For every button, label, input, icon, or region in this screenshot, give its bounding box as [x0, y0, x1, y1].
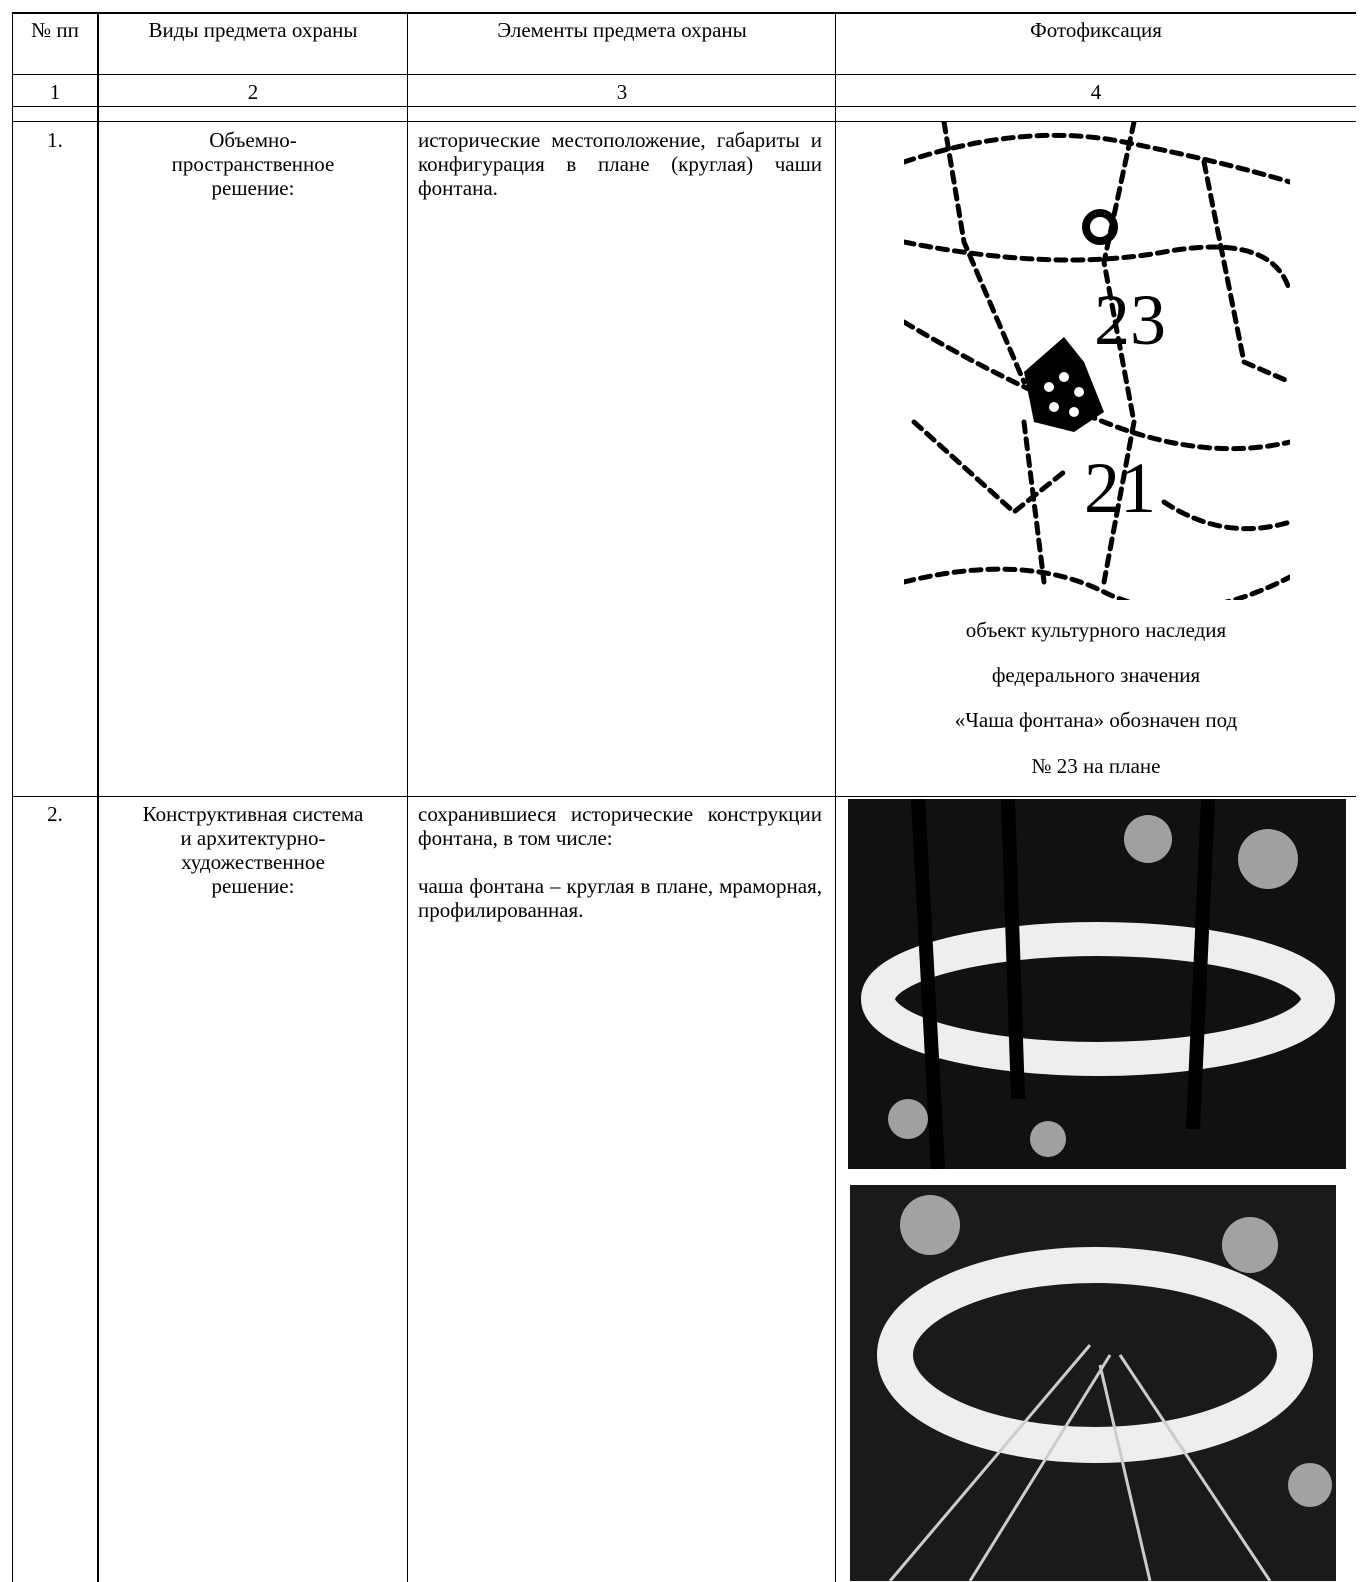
row-number: 2. [47, 802, 63, 826]
rule [835, 12, 836, 1582]
header-cell: № пп [31, 18, 79, 42]
kind-line: Конструктивная система [142, 802, 364, 826]
column-number: 4 [1090, 80, 1102, 104]
kind-line: художественное [181, 850, 325, 874]
caption: федерального значения [991, 663, 1201, 687]
kind-line: и архитектурно- [180, 826, 326, 850]
kind: Объемно-пространственное решение: [100, 128, 406, 200]
photo [850, 1185, 1336, 1581]
column-number: 1 [49, 80, 61, 104]
rule [12, 12, 1356, 14]
row-number: 1. [47, 128, 63, 152]
column-number: 3 [616, 80, 628, 104]
rule [12, 74, 1356, 75]
rule [12, 106, 1356, 107]
header-cell: Виды предмета охраны [148, 18, 358, 42]
elements: исторические местоположение, габариты и … [418, 128, 822, 224]
kind-line: пространственное [171, 152, 335, 176]
caption: объект культурного наследия [965, 618, 1227, 642]
header-cell: Фотофиксация [1030, 18, 1162, 42]
rule [97, 12, 99, 1582]
rule [12, 796, 1356, 797]
photo [848, 799, 1346, 1169]
element-text: сохранившиеся исторические конструкции ф… [418, 802, 822, 850]
kind-line: решение: [211, 176, 295, 200]
header-cell: Элементы предмета охраны [497, 18, 747, 42]
element-text: исторические местоположение, габариты и … [418, 128, 822, 200]
rule [12, 12, 13, 1582]
rule [12, 121, 1356, 122]
caption: № 23 на плане [1031, 754, 1161, 778]
kind-line: Объемно- [209, 128, 297, 152]
map-label: 21 [1084, 448, 1156, 528]
plan-image: 23 21 [904, 122, 1290, 600]
map-label: 23 [1094, 280, 1166, 360]
rule [407, 12, 408, 1582]
element-text: чаша фонтана – круглая в плане, мраморна… [418, 874, 822, 922]
elements: сохранившиеся исторические конструкции ф… [418, 802, 822, 946]
column-number: 2 [247, 80, 259, 104]
kind-line: решение: [211, 874, 295, 898]
caption: «Чаша фонтана» обозначен под [954, 708, 1238, 732]
kind: Конструктивная система и архитектурно-худ… [100, 802, 406, 898]
